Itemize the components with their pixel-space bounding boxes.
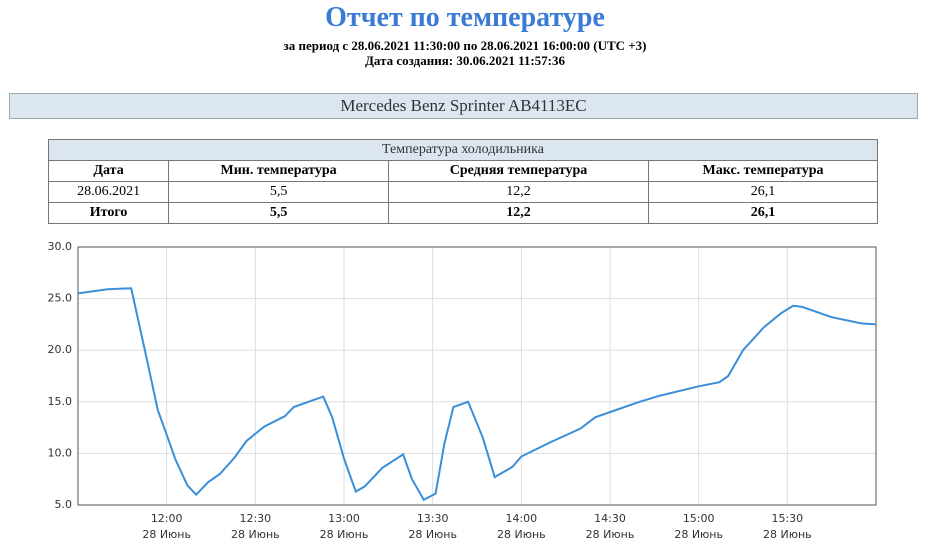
cell: 28.06.2021 [47, 181, 170, 203]
x-tick-date: 28 Июнь [497, 528, 546, 541]
x-tick-label: 14:00 [505, 512, 537, 525]
cell: 26,1 [648, 181, 878, 203]
x-tick-label: 12:30 [239, 512, 271, 525]
x-tick-date: 28 Июнь [763, 528, 812, 541]
x-tick-label: 13:30 [417, 512, 449, 525]
x-tick-date: 28 Июнь [231, 528, 280, 541]
cell: Итого [47, 202, 170, 224]
x-tick-date: 28 Июнь [142, 528, 191, 541]
column-header: Макс. температура [648, 160, 878, 182]
x-tick-label: 15:30 [771, 512, 803, 525]
cell: 12,2 [388, 202, 650, 224]
y-tick-label: 15.0 [48, 395, 73, 408]
x-tick-date: 28 Июнь [674, 528, 723, 541]
y-tick-label: 20.0 [48, 343, 73, 356]
cell: 5,5 [168, 181, 390, 203]
x-tick-date: 28 Июнь [586, 528, 635, 541]
cell: 5,5 [168, 202, 390, 224]
x-tick-date: 28 Июнь [408, 528, 457, 541]
chart: 5.0 10.0 15.0 20.0 25.0 30.0 12:00 28 Июнь 12:30… [48, 240, 877, 541]
y-tick-label: 25.0 [48, 292, 73, 305]
report-created: Дата создания: 30.06.2021 11:57:36 [364, 53, 566, 68]
x-tick-label: 15:00 [683, 512, 715, 525]
x-tick-date: 28 Июнь [320, 528, 369, 541]
cell: 12,2 [388, 181, 650, 203]
report-title: Отчет по температуре [325, 2, 605, 33]
column-header: Средняя температура [388, 160, 650, 182]
summary-table: Температура холодильника Дата Мин. темпер… [47, 139, 878, 224]
x-tick-label: 14:30 [594, 512, 626, 525]
plot-border [77, 246, 877, 506]
cell: 26,1 [648, 202, 878, 224]
x-tick-label: 12:00 [151, 512, 183, 525]
temperature-line [77, 287, 877, 502]
y-tick-label: 30.0 [48, 240, 73, 253]
y-tick-label: 5.0 [55, 498, 73, 511]
y-tick-label: 10.0 [48, 446, 73, 459]
report-period: за период с 28.06.2021 11:30:00 по 28.06… [283, 38, 647, 53]
column-header: Дата [47, 160, 170, 182]
x-tick-label: 13:00 [328, 512, 360, 525]
vehicle-name: Mercedes Benz Sprinter AB4113EC [9, 93, 918, 119]
table-caption: Температура холодильника [48, 139, 878, 161]
column-header: Мин. температура [168, 160, 390, 182]
